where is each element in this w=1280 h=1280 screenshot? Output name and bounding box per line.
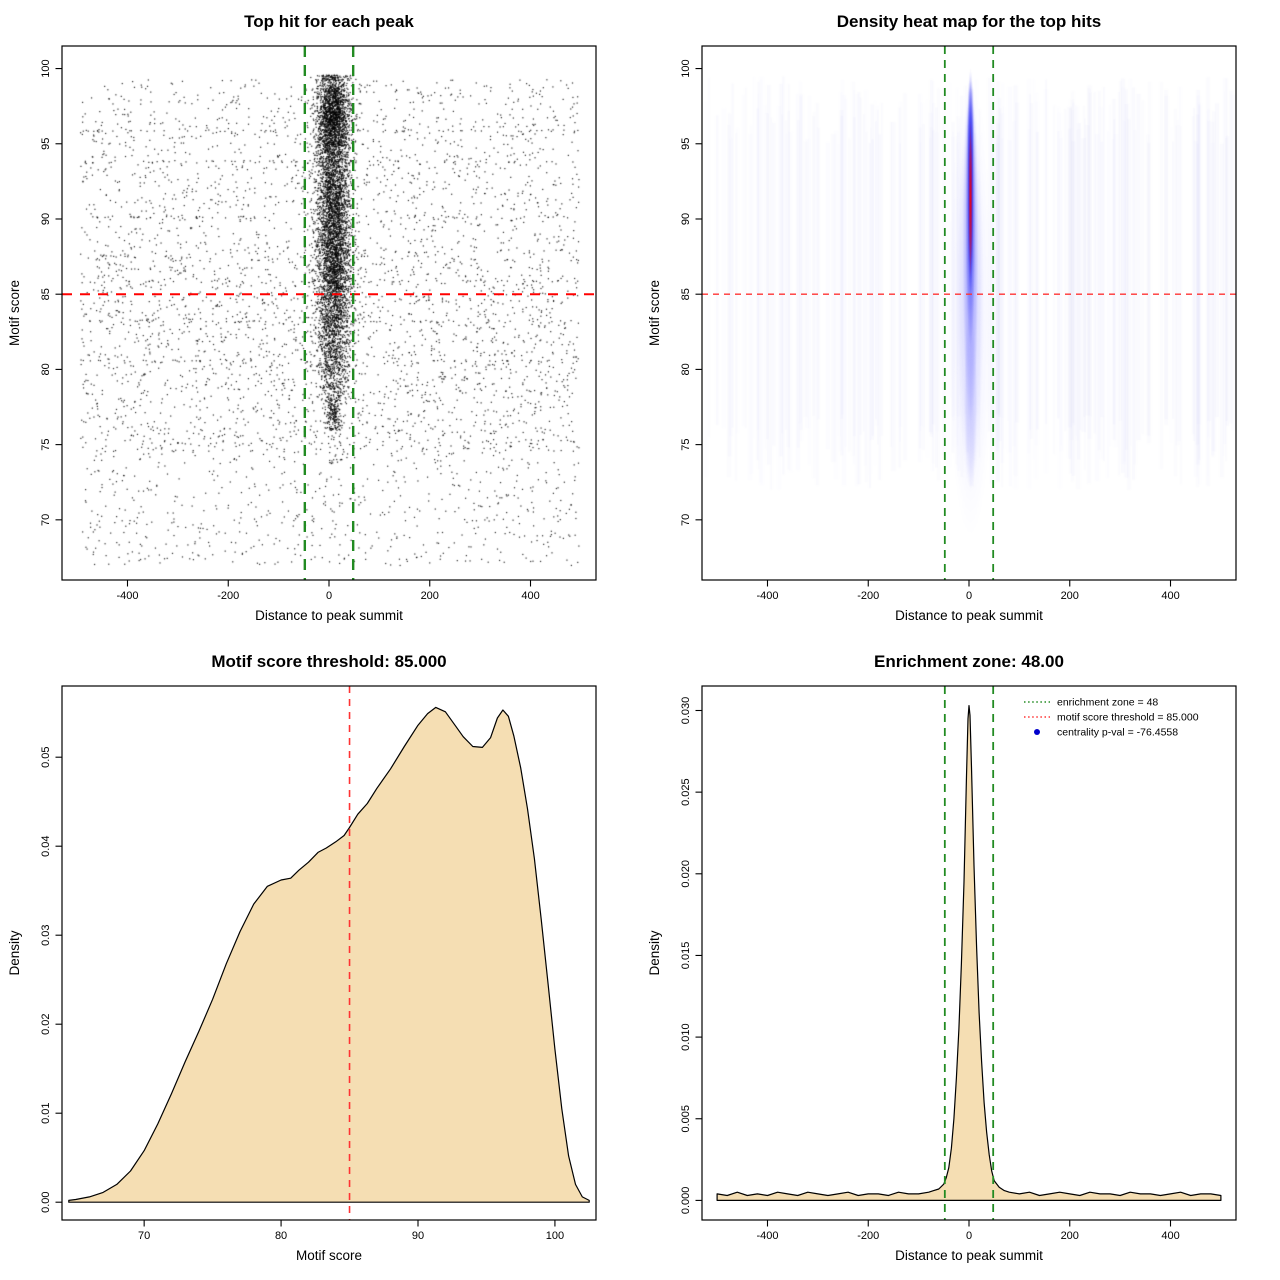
chart-title: Top hit for each peak — [244, 12, 414, 31]
svg-text:0: 0 — [966, 590, 972, 602]
svg-text:75: 75 — [40, 438, 52, 450]
x-axis-label: Distance to peak summit — [895, 1248, 1043, 1263]
svg-text:0.01: 0.01 — [40, 1102, 52, 1123]
heatmap-layer — [702, 46, 1236, 580]
svg-text:0.010: 0.010 — [680, 1023, 692, 1051]
chart-title: Motif score threshold: 85.000 — [211, 652, 447, 671]
panel-top-hit-scatter: Top hit for each peak -400 -200 0 200 400 70 7… — [0, 0, 640, 640]
svg-text:100: 100 — [680, 59, 692, 77]
panel-density-heatmap: Density heat map for the top hits -400 -2… — [640, 0, 1280, 640]
panel-motif-score-density: Motif score threshold: 85.000 70 80 90 100 0… — [0, 640, 640, 1280]
y-axis-label: Density — [647, 930, 662, 976]
svg-text:90: 90 — [40, 213, 52, 225]
x-axis-label: Distance to peak summit — [895, 608, 1043, 623]
svg-text:-400: -400 — [756, 1230, 778, 1242]
y-axis-label: Motif score — [647, 279, 662, 347]
svg-text:80: 80 — [275, 1230, 287, 1242]
chart-title: Enrichment zone: 48.00 — [874, 652, 1064, 671]
svg-text:70: 70 — [680, 514, 692, 526]
panel-enrichment-zone-density: Enrichment zone: 48.00 -400 -200 0 200 400 0.… — [640, 640, 1280, 1280]
svg-text:0: 0 — [326, 590, 332, 602]
svg-text:enrichment zone = 48: enrichment zone = 48 — [1057, 697, 1158, 709]
svg-text:0.00: 0.00 — [40, 1191, 52, 1212]
svg-text:0.05: 0.05 — [40, 746, 52, 767]
svg-text:85: 85 — [40, 288, 52, 300]
svg-text:0.03: 0.03 — [40, 924, 52, 945]
scatter-points-layer — [62, 46, 596, 580]
svg-text:70: 70 — [40, 514, 52, 526]
svg-text:100: 100 — [40, 59, 52, 77]
svg-text:-400: -400 — [116, 590, 138, 602]
svg-text:90: 90 — [412, 1230, 424, 1242]
svg-text:centrality p-val = -76.4558: centrality p-val = -76.4558 — [1057, 727, 1178, 739]
svg-text:0.000: 0.000 — [680, 1187, 692, 1215]
svg-text:400: 400 — [1161, 590, 1179, 602]
svg-text:100: 100 — [546, 1230, 564, 1242]
svg-text:-400: -400 — [756, 590, 778, 602]
x-axis-label: Motif score — [295, 1248, 363, 1263]
svg-text:-200: -200 — [857, 590, 879, 602]
svg-text:0.030: 0.030 — [680, 697, 692, 725]
svg-text:0.005: 0.005 — [680, 1105, 692, 1133]
svg-text:0.015: 0.015 — [680, 942, 692, 970]
y-axis-label: Motif score — [7, 279, 22, 347]
svg-text:400: 400 — [1161, 1230, 1179, 1242]
svg-text:80: 80 — [40, 363, 52, 375]
svg-text:motif score threshold = 85.000: motif score threshold = 85.000 — [1057, 712, 1199, 724]
svg-text:95: 95 — [40, 138, 52, 150]
chart-title: Density heat map for the top hits — [836, 12, 1102, 31]
svg-text:85: 85 — [680, 288, 692, 300]
svg-text:200: 200 — [421, 590, 439, 602]
scatter-axes-layer: -400 -200 0 200 400 70 75 80 85 90 95 100 — [40, 45, 597, 602]
svg-text:75: 75 — [680, 438, 692, 450]
x-axis-label: Distance to peak summit — [255, 608, 403, 623]
density-plot: 70 80 90 100 0.00 0.01 0.02 0.03 0.04 0.05 — [40, 685, 597, 1242]
svg-text:90: 90 — [680, 213, 692, 225]
svg-text:95: 95 — [680, 138, 692, 150]
svg-text:-200: -200 — [857, 1230, 879, 1242]
svg-text:400: 400 — [521, 590, 539, 602]
y-axis-label: Density — [7, 930, 22, 976]
svg-text:0.020: 0.020 — [680, 860, 692, 888]
svg-text:0.025: 0.025 — [680, 778, 692, 806]
svg-text:0.02: 0.02 — [40, 1013, 52, 1034]
legend-point-marker — [1034, 729, 1040, 735]
svg-text:80: 80 — [680, 363, 692, 375]
svg-text:200: 200 — [1061, 590, 1079, 602]
svg-text:0.04: 0.04 — [40, 835, 52, 856]
density-plot: -400 -200 0 200 400 0.000 0.005 0.010 0.015 0.020… — [680, 685, 1237, 1242]
svg-text:70: 70 — [138, 1230, 150, 1242]
heatmap-axes-layer: -400 -200 0 200 400 70 75 80 85 90 95 100 — [680, 45, 1237, 602]
svg-text:0: 0 — [966, 1230, 972, 1242]
svg-text:-200: -200 — [217, 590, 239, 602]
svg-text:200: 200 — [1061, 1230, 1079, 1242]
